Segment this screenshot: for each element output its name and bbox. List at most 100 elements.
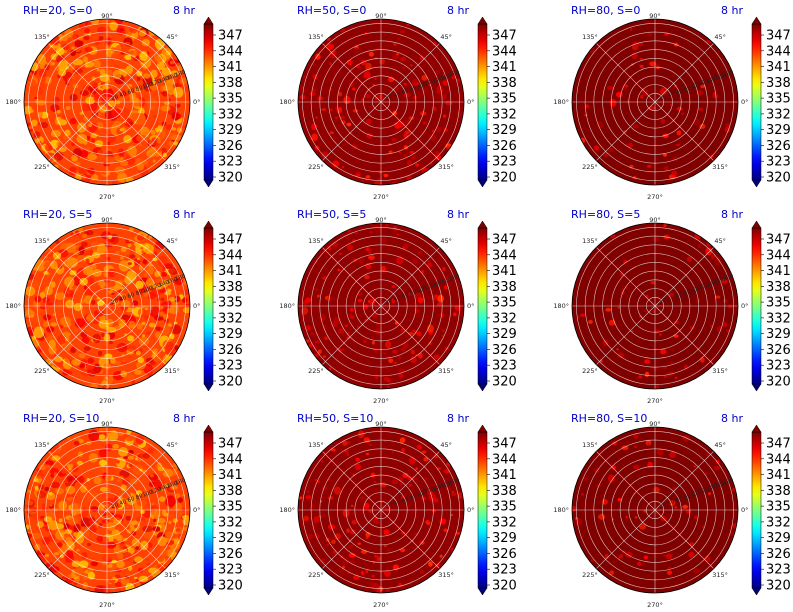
radial-tick-label: 80 [683,85,692,93]
radial-tick-label: 40 [119,499,128,507]
angle-label: 45° [714,237,726,245]
colorbar-tick-label: 320 [766,579,791,594]
colorbar-tick-label: 335 [766,92,791,107]
polar-outline [297,222,465,390]
colorbar-tick-label: 323 [492,155,517,170]
angle-label: 180° [5,98,21,106]
polar-grid [572,19,738,185]
radial-tick-label: 160 [440,72,452,81]
colorbar-tick-label: 332 [492,107,517,122]
radial-tick-label: 20 [385,94,394,102]
panels: 20 40 60 8010012014016018090°45°0°315°270°2… [5,4,791,609]
colorbar-tick-label: 341 [766,468,791,483]
radial-tick-label: 180 [449,273,461,282]
radial-tick-label: 60 [675,292,684,300]
colorbar-extend-max [477,424,488,433]
radial-tick-label: 160 [166,276,178,285]
angle-label: 180° [553,302,569,310]
angle-label: 135° [34,237,50,245]
angle-label: 0° [193,302,200,310]
radial-tick-label: 60 [127,292,136,300]
panel-time-label: 8 hr [447,412,469,425]
angle-label: 225° [34,571,50,579]
colorbar-tick-label: 332 [492,515,517,530]
angle-label: 180° [279,98,295,106]
radial-tick-label: 40 [667,499,676,507]
panel-time-label: 8 hr [447,208,469,221]
radial-tick-label: 180 [175,69,187,78]
radial-tick-label: 20 [111,94,120,102]
field-texture [298,430,464,593]
colorbar-tick-label: 338 [218,76,243,91]
angle-label: 225° [582,163,598,171]
colorbar-tick-label: 335 [218,296,243,311]
radial-tick-label: 80 [683,493,692,501]
colorbar-tick-label: 344 [218,452,243,467]
colorbar-extend-max [751,16,762,25]
angle-label: 270° [647,193,663,201]
radial-tick-label: 20 [385,502,394,510]
colorbar-extend-max [751,424,762,433]
colorbar-tick-label: 329 [218,123,243,138]
angle-label: 90° [101,12,113,20]
panel-title: RH=50, S=10 [297,412,373,425]
radial-tick-label: 120 [424,282,436,291]
polar-outline [297,18,465,186]
colorbar-tick-label: 326 [766,343,791,358]
radial-tick-label: 160 [440,480,452,489]
radial-tick-label: 100 [690,81,702,90]
radial-tick-label: 20 [385,298,394,306]
colorbar-tick-label: 320 [766,171,791,186]
polar-outline [23,222,191,390]
angle-label: 270° [99,193,115,201]
angle-label: 225° [582,571,598,579]
colorbar-extend-min [477,179,488,188]
colorbar-tick-label: 326 [492,547,517,562]
panel-time-label: 8 hr [721,412,743,425]
panel-time-label: 8 hr [173,208,195,221]
angle-label: 45° [440,441,452,449]
polar-grid [298,19,464,185]
angle-label: 180° [279,506,295,514]
polar-grid [298,223,464,389]
radial-tick-label: 140 [158,279,170,288]
radial-tick-label: 180 [723,477,735,486]
colorbar-tick-label: 341 [218,264,243,279]
radial-tick-label: 120 [150,78,162,87]
panel-title: RH=50, S=0 [297,4,366,17]
angle-label: 135° [582,33,598,41]
colorbar-tick-label: 320 [218,375,243,390]
radial-tick-label: 120 [698,486,710,495]
colorbar-extend-min [203,179,214,188]
radial-tick-label: 180 [723,69,735,78]
radial-tick-label: 120 [698,78,710,87]
colorbar-tick-label: 329 [492,123,517,138]
colorbar-tick-label: 344 [492,248,517,263]
colorbar-tick-label: 323 [766,155,791,170]
radial-tick-label: 40 [393,499,402,507]
angle-label: 135° [34,33,50,41]
panel-title: RH=80, S=5 [571,208,640,221]
colorbar-tick-label: 320 [218,579,243,594]
panel-title: RH=80, S=10 [571,412,647,425]
colorbar-tick-label: 347 [766,29,791,44]
polar-grid [572,427,738,593]
radial-tick-label: 100 [142,81,154,90]
angle-label: 315° [712,367,728,375]
colorbar-tick-label: 332 [218,107,243,122]
radial-tick-label: 80 [409,289,418,297]
colorbar-tick-label: 323 [492,359,517,374]
angle-label: 0° [741,302,748,310]
radial-tick-label: 60 [401,496,410,504]
angle-label: 180° [553,98,569,106]
panel-title: RH=20, S=0 [23,4,92,17]
angle-label: 90° [649,216,661,224]
colorbar-tick-label: 344 [492,452,517,467]
radial-tick-label: 20 [659,94,668,102]
colorbar-tick-label: 347 [492,233,517,248]
